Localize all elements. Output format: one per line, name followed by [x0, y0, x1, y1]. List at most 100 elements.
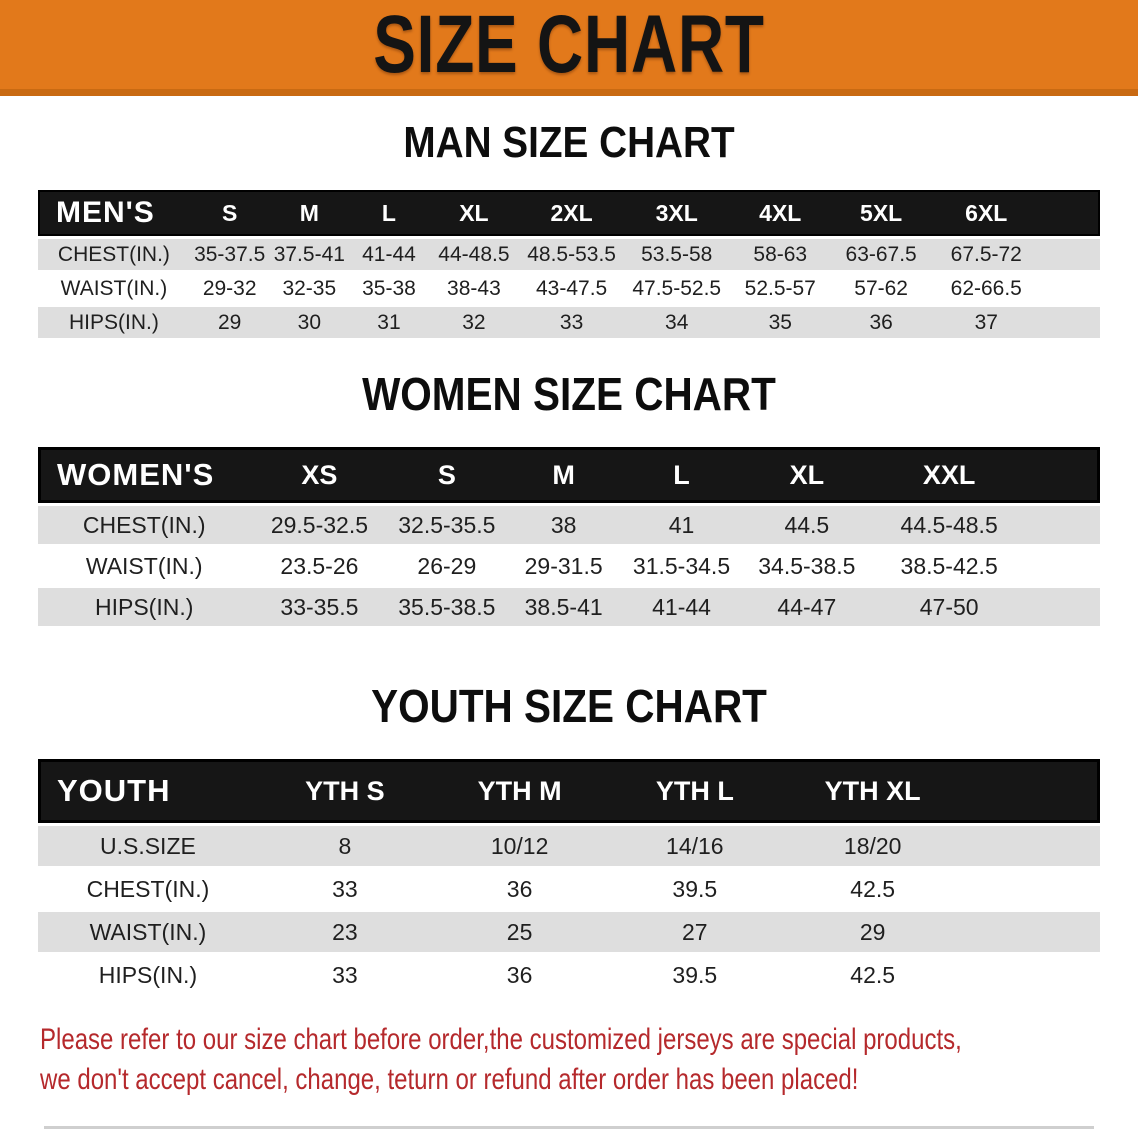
cell: 34.5-38.5	[741, 547, 873, 585]
cell: 30	[269, 307, 350, 338]
row-spacer	[962, 869, 1100, 909]
cell: 35	[729, 307, 832, 338]
cell: 42.5	[782, 869, 963, 909]
cell: 38.5-41	[505, 588, 623, 626]
cell: 31	[349, 307, 429, 338]
table-row: HIPS(IN.) 29 30 31 32 33 34 35 36 37	[38, 307, 1100, 338]
youth-section-title: YOUTH SIZE CHART	[371, 680, 767, 732]
cell: 48.5-53.5	[519, 239, 625, 270]
table-row: HIPS(IN.) 33-35.5 35.5-38.5 38.5-41 41-44 44-…	[38, 588, 1100, 626]
cell: 25	[431, 912, 608, 952]
cell: 38.5-42.5	[872, 547, 1026, 585]
cell: 37.5-41	[269, 239, 350, 270]
row-label: WAIST(IN.)	[38, 912, 258, 952]
row-label: U.S.SIZE	[38, 826, 258, 866]
cell: 52.5-57	[729, 273, 832, 304]
cell: 43-47.5	[519, 273, 625, 304]
women-header-row: WOMEN'S XS S M L XL XXL	[38, 447, 1100, 503]
cell: 32.5-35.5	[388, 506, 506, 544]
header-spacer	[1025, 447, 1100, 503]
row-spacer	[1025, 588, 1100, 626]
column-header: XXL	[872, 447, 1026, 503]
row-spacer	[1041, 273, 1100, 304]
column-header: 5XL	[831, 190, 932, 236]
row-spacer	[1025, 506, 1100, 544]
column-header: S	[388, 447, 506, 503]
table-row: CHEST(IN.) 29.5-32.5 32.5-35.5 38 41 44.5 44.5…	[38, 506, 1100, 544]
row-label: CHEST(IN.)	[38, 869, 258, 909]
cell: 39.5	[607, 955, 783, 995]
header-spacer	[962, 759, 1100, 823]
cell: 29	[189, 307, 270, 338]
cell: 33-35.5	[250, 588, 389, 626]
row-label: HIPS(IN.)	[38, 588, 251, 626]
cell: 8	[257, 826, 432, 866]
cell: 53.5-58	[624, 239, 730, 270]
table-row: WAIST(IN.) 23 25 27 29	[38, 912, 1100, 952]
cell: 35.5-38.5	[388, 588, 506, 626]
disclaimer: Please refer to our size chart before or…	[40, 1020, 962, 1100]
table-row: U.S.SIZE 8 10/12 14/16 18/20	[38, 826, 1100, 866]
cell: 29	[782, 912, 963, 952]
table-row: CHEST(IN.) 33 36 39.5 42.5	[38, 869, 1100, 909]
row-label: WAIST(IN.)	[38, 547, 251, 585]
cell: 36	[431, 955, 608, 995]
column-header: YTH S	[257, 759, 432, 823]
table-corner-label: WOMEN'S	[38, 447, 251, 503]
cell: 36	[431, 869, 608, 909]
women-size-table: WOMEN'S XS S M L XL XXL CHEST(IN.) 29.5-32.5 32.…	[38, 444, 1100, 629]
cell: 47-50	[872, 588, 1026, 626]
cell: 63-67.5	[831, 239, 932, 270]
column-header: 2XL	[519, 190, 625, 236]
column-header: M	[505, 447, 623, 503]
cell: 29.5-32.5	[250, 506, 389, 544]
column-header: YTH XL	[782, 759, 963, 823]
cell: 47.5-52.5	[624, 273, 730, 304]
cell: 58-63	[729, 239, 832, 270]
column-header: YTH L	[607, 759, 783, 823]
cell: 26-29	[388, 547, 506, 585]
row-spacer	[1025, 547, 1100, 585]
row-label: HIPS(IN.)	[38, 955, 258, 995]
column-header: L	[622, 447, 741, 503]
table-corner-label: YOUTH	[38, 759, 258, 823]
cell: 23.5-26	[250, 547, 389, 585]
cell: 38	[505, 506, 623, 544]
column-header: S	[189, 190, 270, 236]
cell: 41-44	[622, 588, 741, 626]
cell: 67.5-72	[931, 239, 1042, 270]
cell: 44.5-48.5	[872, 506, 1026, 544]
column-header: XS	[250, 447, 389, 503]
cell: 31.5-34.5	[622, 547, 741, 585]
youth-size-table: YOUTH YTH S YTH M YTH L YTH XL U.S.SIZE 8 10/1…	[38, 756, 1100, 998]
row-spacer	[1041, 307, 1100, 338]
disclaimer-line-2: we don't accept cancel, change, teturn o…	[40, 1063, 859, 1096]
disclaimer-line-1: Please refer to our size chart before or…	[40, 1023, 962, 1056]
bottom-divider	[44, 1126, 1094, 1129]
row-spacer	[962, 912, 1100, 952]
cell: 62-66.5	[931, 273, 1042, 304]
column-header: 4XL	[729, 190, 832, 236]
cell: 44.5	[741, 506, 873, 544]
cell: 33	[257, 869, 432, 909]
cell: 36	[831, 307, 932, 338]
cell: 41-44	[349, 239, 429, 270]
cell: 44-48.5	[428, 239, 520, 270]
column-header: YTH M	[431, 759, 608, 823]
women-section-title: WOMEN SIZE CHART	[362, 368, 776, 420]
row-spacer	[962, 826, 1100, 866]
column-header: 3XL	[624, 190, 730, 236]
youth-header-row: YOUTH YTH S YTH M YTH L YTH XL	[38, 759, 1100, 823]
cell: 32-35	[269, 273, 350, 304]
cell: 32	[428, 307, 520, 338]
cell: 35-37.5	[189, 239, 270, 270]
men-size-table: MEN'S S M L XL 2XL 3XL 4XL 5XL 6XL CHEST(IN.) 35-3…	[38, 187, 1100, 341]
column-header: L	[349, 190, 429, 236]
row-label: CHEST(IN.)	[38, 239, 190, 270]
cell: 14/16	[607, 826, 783, 866]
table-row: WAIST(IN.) 29-32 32-35 35-38 38-43 43-47.5 47.…	[38, 273, 1100, 304]
men-header-row: MEN'S S M L XL 2XL 3XL 4XL 5XL 6XL	[38, 190, 1100, 236]
table-corner-label: MEN'S	[38, 190, 190, 236]
column-header: 6XL	[931, 190, 1042, 236]
cell: 35-38	[349, 273, 429, 304]
